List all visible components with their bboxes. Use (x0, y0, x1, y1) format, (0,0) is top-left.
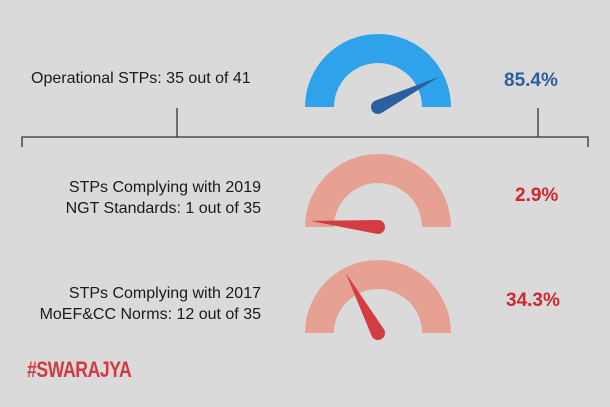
row-2-value: 2.9% (515, 185, 559, 206)
row-2-label: STPs Complying with 2019 NGT Standards: 1… (65, 179, 261, 217)
swarajya-logo: #SWARAJYA (27, 357, 132, 382)
row-1-label: Operational STPs: 35 out of 41 (31, 70, 251, 87)
row-3-value: 34.3% (506, 290, 560, 311)
row-1-value: 85.4% (504, 70, 558, 91)
gauge-arc-2 (305, 154, 451, 227)
gauge-needle-1 (371, 76, 439, 115)
gauge-arc-3 (305, 260, 451, 333)
row-3-label: STPs Complying with 2017 MoEF&CC Norms: 1… (39, 285, 261, 323)
bracket-divider (21, 108, 589, 147)
gauge-arc-1 (305, 34, 451, 107)
gauge-needle-3 (345, 273, 385, 340)
gauge-needle-2 (310, 220, 385, 234)
